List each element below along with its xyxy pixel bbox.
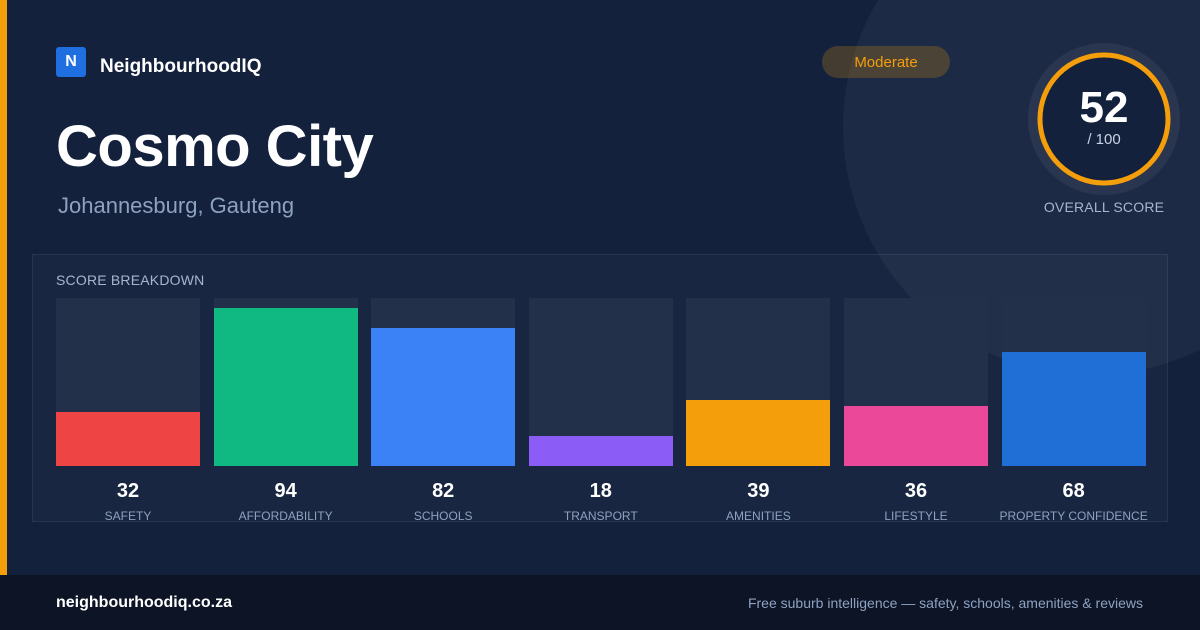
bar-column: 94 AFFORDABILITY bbox=[213, 298, 358, 523]
bar-value-label: 36 bbox=[904, 480, 928, 502]
overall-score-caption: OVERALL SCORE bbox=[1043, 199, 1165, 215]
bar-column: 36 LIFESTYLE bbox=[844, 298, 988, 523]
bar bbox=[56, 412, 200, 466]
bar-value-label: 82 bbox=[432, 480, 455, 502]
bar-category-label: AFFORDABILITY bbox=[238, 509, 333, 523]
bar-category-label: TRANSPORT bbox=[563, 509, 638, 523]
bar bbox=[528, 435, 673, 466]
bar-column: 32 SAFETY bbox=[56, 298, 200, 523]
bar-category-label: PROPERTY CONFIDENCE bbox=[999, 509, 1148, 523]
bar-column: 68 PROPERTY CONFIDENCE bbox=[999, 298, 1148, 523]
bar-track bbox=[1001, 298, 1146, 466]
bar-category-label: AMENITIES bbox=[726, 509, 791, 523]
share-card: N NeighbourhoodIQ Moderate Cosmo City Jo… bbox=[0, 0, 1200, 575]
bar bbox=[371, 328, 516, 466]
bar-value-label: 32 bbox=[116, 480, 140, 502]
bar-value-label: 39 bbox=[747, 480, 770, 502]
breakdown-title: SCORE BREAKDOWN bbox=[56, 272, 205, 288]
bar-track bbox=[213, 298, 358, 466]
bar-category-label: LIFESTYLE bbox=[884, 509, 948, 523]
bar-category-label: SAFETY bbox=[104, 509, 152, 523]
brand-name: NeighbourhoodIQ bbox=[100, 56, 262, 77]
accent-stripe bbox=[0, 0, 7, 575]
bar-value-label: 18 bbox=[589, 480, 612, 502]
bar bbox=[844, 405, 988, 466]
footer-tagline: Free suburb intelligence — safety, schoo… bbox=[747, 595, 1143, 611]
breakdown-bar-chart: 32 SAFETY 94 AFFORDABILITY 82 SCHOOLS 18 TRANSP… bbox=[56, 298, 1148, 523]
overall-score-value: 52 bbox=[1079, 83, 1129, 132]
bar-category-label: SCHOOLS bbox=[413, 509, 473, 523]
bar-column: 18 TRANSPORT bbox=[528, 298, 673, 523]
bar-track bbox=[371, 298, 516, 466]
brand-logo-icon: N bbox=[56, 47, 86, 77]
footer: neighbourhoodiq.co.za Free suburb intell… bbox=[0, 575, 1200, 630]
bar-track bbox=[844, 298, 988, 466]
score-ring-icon bbox=[1028, 43, 1180, 195]
bar bbox=[1001, 351, 1146, 466]
bar-column: 39 AMENITIES bbox=[686, 298, 831, 523]
bar-track bbox=[528, 298, 673, 466]
suburb-name: Cosmo City bbox=[56, 114, 374, 179]
bar bbox=[213, 308, 358, 466]
bar bbox=[686, 400, 831, 466]
bar-column: 82 SCHOOLS bbox=[371, 298, 516, 523]
score-ring-circle bbox=[1037, 52, 1171, 186]
overall-score-ring: 52 / 100 bbox=[1028, 43, 1180, 195]
score-breakdown-panel: SCORE BREAKDOWN 32 SAFETY 94 AFFORDABILITY 8… bbox=[32, 254, 1168, 523]
brand: N NeighbourhoodIQ bbox=[56, 46, 261, 78]
bar-track bbox=[686, 298, 831, 466]
bar-value-label: 68 bbox=[1062, 480, 1085, 502]
bar-value-label: 94 bbox=[274, 480, 297, 502]
bar-track bbox=[56, 298, 200, 466]
rating-badge: Moderate bbox=[822, 46, 950, 78]
overall-score-max: / 100 bbox=[1087, 131, 1121, 148]
suburb-location: Johannesburg, Gauteng bbox=[58, 193, 295, 218]
footer-domain: neighbourhoodiq.co.za bbox=[56, 594, 232, 611]
